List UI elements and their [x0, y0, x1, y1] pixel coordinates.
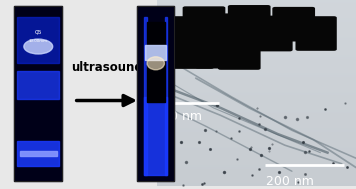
- Ellipse shape: [147, 57, 164, 70]
- Bar: [17, 71, 59, 99]
- Bar: [17, 141, 59, 166]
- FancyBboxPatch shape: [183, 6, 225, 42]
- FancyBboxPatch shape: [295, 16, 337, 51]
- Text: 50 nm: 50 nm: [162, 110, 202, 123]
- Bar: [137, 6, 174, 180]
- FancyBboxPatch shape: [173, 35, 214, 69]
- FancyBboxPatch shape: [205, 13, 250, 50]
- Bar: [147, 22, 164, 102]
- Bar: [14, 6, 62, 180]
- FancyBboxPatch shape: [272, 7, 315, 42]
- Bar: [144, 17, 147, 175]
- Bar: [14, 6, 62, 180]
- Bar: [17, 17, 59, 63]
- Text: Q5: Q5: [35, 29, 42, 34]
- FancyBboxPatch shape: [250, 16, 293, 51]
- Bar: [137, 6, 174, 180]
- Bar: [20, 151, 57, 156]
- Ellipse shape: [24, 39, 53, 54]
- FancyBboxPatch shape: [160, 16, 203, 51]
- Bar: [164, 17, 167, 175]
- Bar: [145, 45, 166, 60]
- FancyBboxPatch shape: [195, 34, 238, 68]
- Bar: [144, 97, 167, 175]
- Text: ultrasound: ultrasound: [71, 61, 143, 74]
- Text: 10.00mm: 10.00mm: [29, 39, 48, 43]
- FancyBboxPatch shape: [228, 5, 271, 40]
- FancyBboxPatch shape: [218, 35, 261, 70]
- Text: 200 nm: 200 nm: [266, 175, 314, 188]
